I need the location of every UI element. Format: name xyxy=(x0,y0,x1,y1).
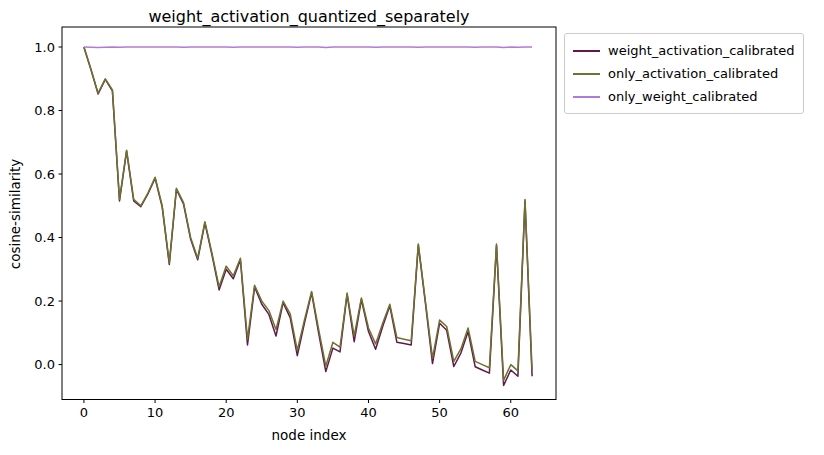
figure: 0 10 20 30 40 50 60 0.0 0.2 0.4 0.6 0.8 1.0 weight_a… xyxy=(0,0,824,455)
x-tick-label: 10 xyxy=(147,405,164,420)
x-tick-label: 0 xyxy=(80,405,88,420)
y-tick-label: 0.8 xyxy=(34,103,55,118)
legend-line-swatch xyxy=(573,50,600,52)
y-axis-label: cosine-similarity xyxy=(7,159,23,270)
x-axis-label: node index xyxy=(62,427,556,443)
chart-title: weight_activation_quantized_separately xyxy=(62,7,556,26)
legend-label: only_weight_calibrated xyxy=(608,85,758,108)
legend-entry: only_activation_calibrated xyxy=(573,62,794,85)
series-line-only_weight_calibrated xyxy=(84,47,532,48)
legend: weight_activation_calibrated only_activa… xyxy=(564,33,804,114)
legend-entry: only_weight_calibrated xyxy=(573,85,794,108)
legend-line-swatch xyxy=(573,96,600,98)
legend-label: only_activation_calibrated xyxy=(608,62,778,85)
series-line-only_activation_calibrated xyxy=(84,47,532,380)
y-tick-label: 0.0 xyxy=(34,357,55,372)
y-tick-label: 0.6 xyxy=(34,167,55,182)
x-tick-label: 30 xyxy=(289,405,306,420)
x-tick-label: 40 xyxy=(360,405,377,420)
x-tick-label: 50 xyxy=(431,405,448,420)
legend-label: weight_activation_calibrated xyxy=(608,39,794,62)
legend-line-swatch xyxy=(573,73,600,75)
series-line-weight_activation_calibrated xyxy=(84,47,532,386)
x-tick-label: 60 xyxy=(502,405,519,420)
y-tick-label: 0.4 xyxy=(34,230,55,245)
legend-entry: weight_activation_calibrated xyxy=(573,39,794,62)
x-tick-label: 20 xyxy=(218,405,235,420)
y-tick-label: 1.0 xyxy=(34,40,55,55)
plot-border xyxy=(62,27,556,400)
y-tick-label: 0.2 xyxy=(34,294,55,309)
